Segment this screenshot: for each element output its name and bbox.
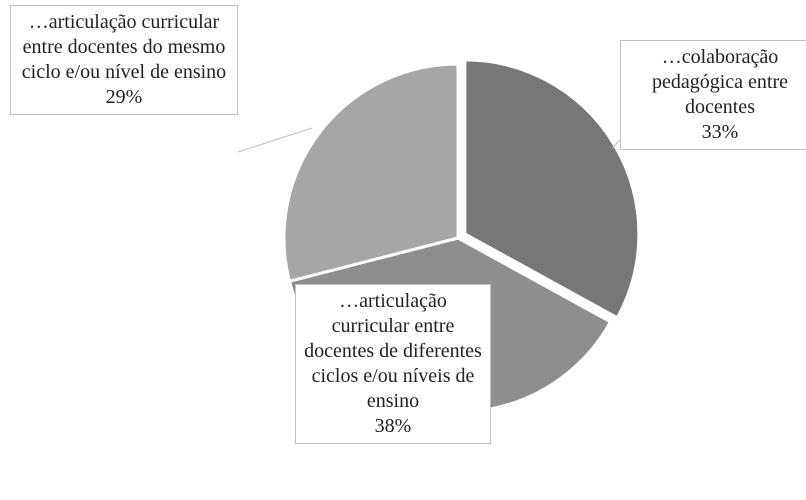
value-label: 33% [701,121,739,143]
category-label: …articulação curricular entre docentes d… [21,11,227,83]
data-label: …colaboração pedagógica entre docentes 33… [620,40,806,150]
data-label: …articulação curricular entre docentes d… [10,5,238,115]
value-label: 29% [105,86,143,108]
category-label: …colaboração pedagógica entre docentes [651,46,789,118]
value-label: 38% [374,415,412,437]
leader-line [237,127,313,153]
pie-slice [282,62,460,284]
data-label: …articulação curricular entre docentes d… [295,284,491,444]
category-label: …articulação curricular entre docentes d… [304,290,482,412]
leader-line [611,139,621,149]
